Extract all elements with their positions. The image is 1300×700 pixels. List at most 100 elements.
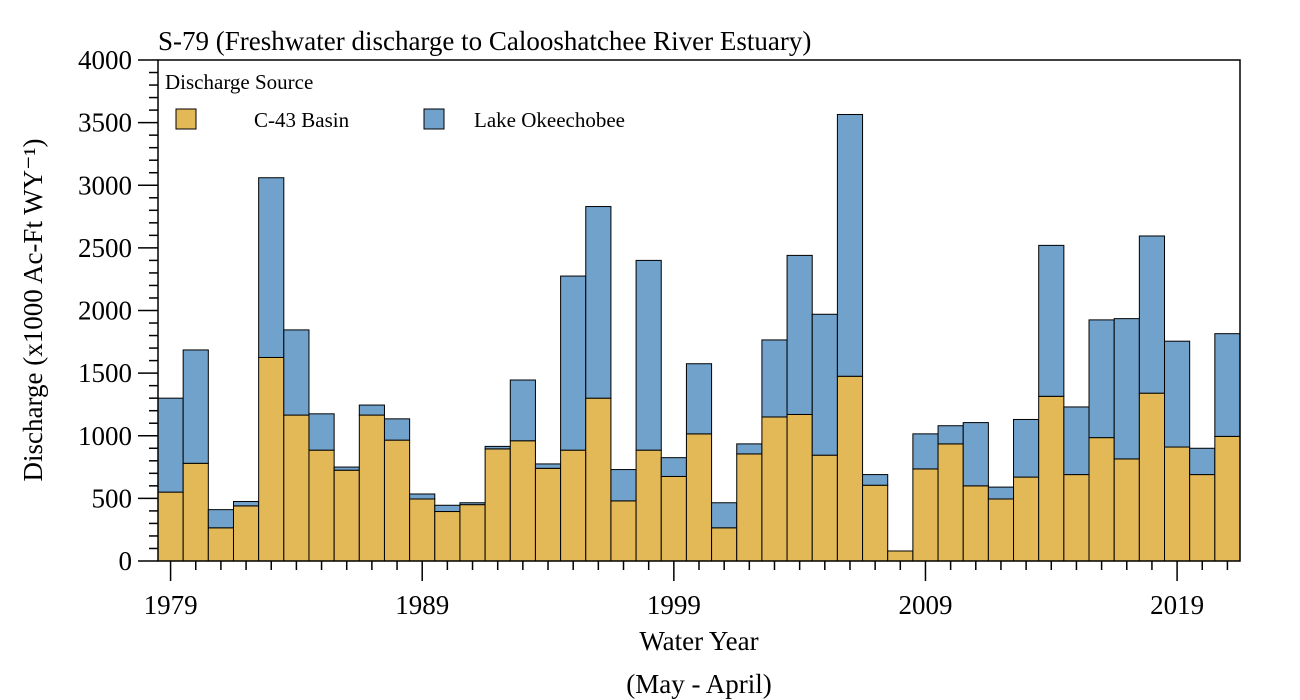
bar-c43-basin-2003: [761, 416, 788, 562]
y-tick-label: 3000: [78, 170, 132, 200]
bar-c43-basin-2006: [836, 375, 864, 562]
bar-c43-basin-2012: [987, 498, 1015, 562]
x-tick-label: 1979: [144, 590, 198, 620]
bar-lake-okeechobee-1988: [383, 418, 411, 441]
bar-lake-okeechobee-1983: [258, 177, 285, 358]
bar-c43-basin-2011: [962, 485, 989, 562]
bar-c43-basin-1993: [509, 440, 536, 562]
bar-c43-basin-2004: [786, 413, 813, 562]
bar-lake-okeechobee-2003: [761, 339, 788, 418]
x-axis-label: Water Year: [639, 626, 758, 656]
bar-lake-okeechobee-2020: [1189, 447, 1216, 476]
y-tick-label: 3500: [78, 108, 132, 138]
bar-lake-okeechobee-2005: [811, 313, 838, 456]
bar-c43-basin-2014: [1038, 395, 1065, 562]
bar-lake-okeechobee-2011: [962, 422, 989, 487]
bar-c43-basin-2016: [1088, 437, 1115, 562]
bar-lake-okeechobee-2009: [912, 433, 939, 470]
y-tick-label: 4000: [78, 45, 132, 75]
y-tick-label: 2000: [78, 296, 132, 326]
bar-lake-okeechobee-2015: [1063, 406, 1090, 476]
y-tick-label: 1500: [78, 358, 132, 388]
bar-c43-basin-1989: [409, 498, 436, 562]
bar-c43-basin-1986: [333, 469, 360, 562]
bar-c43-basin-2000: [685, 433, 713, 562]
bar-lake-okeechobee-1979: [157, 397, 184, 493]
bar-lake-okeechobee-1980: [182, 349, 209, 464]
bar-c43-basin-1991: [459, 504, 486, 562]
bar-lake-okeechobee-2006: [836, 113, 864, 377]
bar-c43-basin-1992: [484, 448, 511, 562]
bar-c43-basin-2008: [887, 550, 914, 562]
bar-lake-okeechobee-1999: [660, 457, 687, 477]
chart-title: S-79 (Freshwater discharge to Calooshatc…: [158, 26, 811, 56]
bar-c43-basin-1985: [308, 449, 335, 562]
bar-c43-basin-2001: [711, 527, 738, 562]
bar-c43-basin-2021: [1214, 435, 1241, 562]
legend-swatch-c43-basin: [175, 108, 197, 130]
bar-lake-okeechobee-2000: [685, 363, 713, 435]
bar-c43-basin-1990: [434, 511, 461, 562]
bar-lake-okeechobee-1987: [358, 404, 385, 416]
bar-lake-okeechobee-1989: [409, 493, 436, 500]
bar-c43-basin-1998: [635, 449, 662, 562]
legend-label-lake-okeechobee: Lake Okeechobee: [474, 108, 625, 132]
bar-c43-basin-1995: [560, 449, 587, 562]
y-tick-label: 1000: [78, 421, 132, 451]
bar-c43-basin-1982: [232, 505, 260, 562]
bar-lake-okeechobee-2004: [786, 254, 813, 415]
bars-group: [157, 113, 1241, 562]
y-axis-label: Discharge (x1000 Ac-Ft WY⁻¹): [18, 138, 48, 481]
bar-c43-basin-1980: [182, 462, 209, 562]
x-axis: 1979 1989 1999 2009 2019: [144, 561, 1229, 620]
bar-c43-basin-1983: [258, 356, 285, 562]
y-tick-label: 2500: [78, 233, 132, 263]
legend: Discharge Source C-43 Basin Lake Okeecho…: [165, 70, 625, 132]
bar-lake-okeechobee-2012: [987, 486, 1015, 500]
y-axis: 0 500 1000 1500 2000 2500 3000 3500 4000: [78, 45, 158, 576]
bar-c43-basin-1987: [358, 414, 385, 562]
legend-title: Discharge Source: [165, 70, 313, 94]
bar-lake-okeechobee-1990: [434, 504, 461, 513]
bar-lake-okeechobee-2016: [1088, 319, 1115, 439]
bar-c43-basin-2010: [937, 443, 964, 562]
bar-lake-okeechobee-2021: [1214, 333, 1241, 437]
bar-lake-okeechobee-2001: [711, 502, 738, 529]
bar-c43-basin-2015: [1063, 474, 1090, 562]
bar-lake-okeechobee-1998: [635, 259, 662, 451]
legend-label-c43-basin: C-43 Basin: [254, 108, 350, 132]
bar-c43-basin-1984: [283, 414, 310, 562]
x-tick-label: 1989: [395, 590, 449, 620]
bar-lake-okeechobee-1992: [484, 445, 511, 450]
bar-c43-basin-1996: [585, 397, 612, 562]
bar-lake-okeechobee-2018: [1138, 235, 1166, 394]
bar-c43-basin-1981: [207, 527, 234, 562]
bar-lake-okeechobee-2019: [1164, 340, 1191, 448]
bar-lake-okeechobee-1986: [333, 466, 360, 471]
bar-lake-okeechobee-2013: [1013, 418, 1040, 478]
bar-c43-basin-2019: [1164, 446, 1191, 562]
bar-c43-basin-2013: [1013, 476, 1040, 562]
x-tick-label: 2009: [898, 590, 952, 620]
bar-c43-basin-2009: [912, 468, 939, 562]
bar-c43-basin-2007: [862, 484, 889, 562]
bar-lake-okeechobee-1991: [459, 502, 486, 506]
x-axis-sublabel: (May - April): [626, 669, 771, 699]
bar-c43-basin-2017: [1113, 458, 1140, 562]
bar-c43-basin-1994: [534, 467, 562, 562]
y-tick-label: 500: [92, 483, 133, 513]
bar-c43-basin-2018: [1138, 392, 1166, 562]
bar-lake-okeechobee-1985: [308, 413, 335, 451]
bar-lake-okeechobee-2017: [1113, 318, 1140, 460]
bar-c43-basin-1999: [660, 475, 687, 562]
bar-lake-okeechobee-2014: [1038, 244, 1065, 397]
bar-lake-okeechobee-1981: [207, 509, 234, 529]
bar-c43-basin-2002: [736, 453, 763, 562]
bar-lake-okeechobee-2010: [937, 425, 964, 445]
bar-c43-basin-1997: [610, 500, 637, 562]
bar-c43-basin-2020: [1189, 474, 1216, 562]
bar-c43-basin-1979: [157, 491, 184, 562]
bar-lake-okeechobee-1984: [283, 329, 310, 416]
y-tick-label: 0: [119, 546, 133, 576]
